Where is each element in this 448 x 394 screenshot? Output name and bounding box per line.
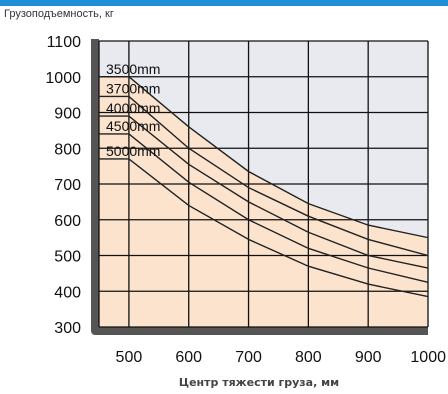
series-label: 5000mm <box>106 143 160 159</box>
capacity-area <box>99 76 428 327</box>
y-axis-title: Грузоподъемность, кг <box>4 8 114 20</box>
series-label: 4500mm <box>106 118 160 134</box>
y-tick-label: 700 <box>54 177 81 194</box>
y-tick-label: 900 <box>54 106 81 123</box>
series-line-4000mm <box>99 115 429 269</box>
y-tick-label: 300 <box>54 320 81 337</box>
x-tick-label: 900 <box>355 349 382 366</box>
x-tick-label: 700 <box>235 349 262 366</box>
x-tick-label: 600 <box>175 349 202 366</box>
series-line-3500mm <box>99 76 429 239</box>
y-tick-label: 800 <box>54 141 81 158</box>
chart-frame <box>91 39 428 335</box>
y-tick-label: 1000 <box>45 70 81 87</box>
y-tick-label: 500 <box>54 249 81 266</box>
y-tick-label: 1100 <box>47 34 82 51</box>
y-tick-label: 400 <box>54 284 81 301</box>
header-bar <box>0 0 448 6</box>
x-tick-label: 1000 <box>410 349 446 366</box>
x-axis-title: Центр тяжести груза, мм <box>178 376 340 389</box>
series-label: 3500mm <box>106 61 160 77</box>
series-line-4500mm <box>99 133 429 283</box>
series-line-3700mm <box>99 95 429 257</box>
x-tick-label: 500 <box>116 349 143 366</box>
series-line-5000mm <box>99 158 429 298</box>
series-label: 3700mm <box>106 80 160 96</box>
x-tick-label: 800 <box>295 349 322 366</box>
y-tick-label: 600 <box>54 213 81 230</box>
series-label: 4000mm <box>106 100 160 116</box>
